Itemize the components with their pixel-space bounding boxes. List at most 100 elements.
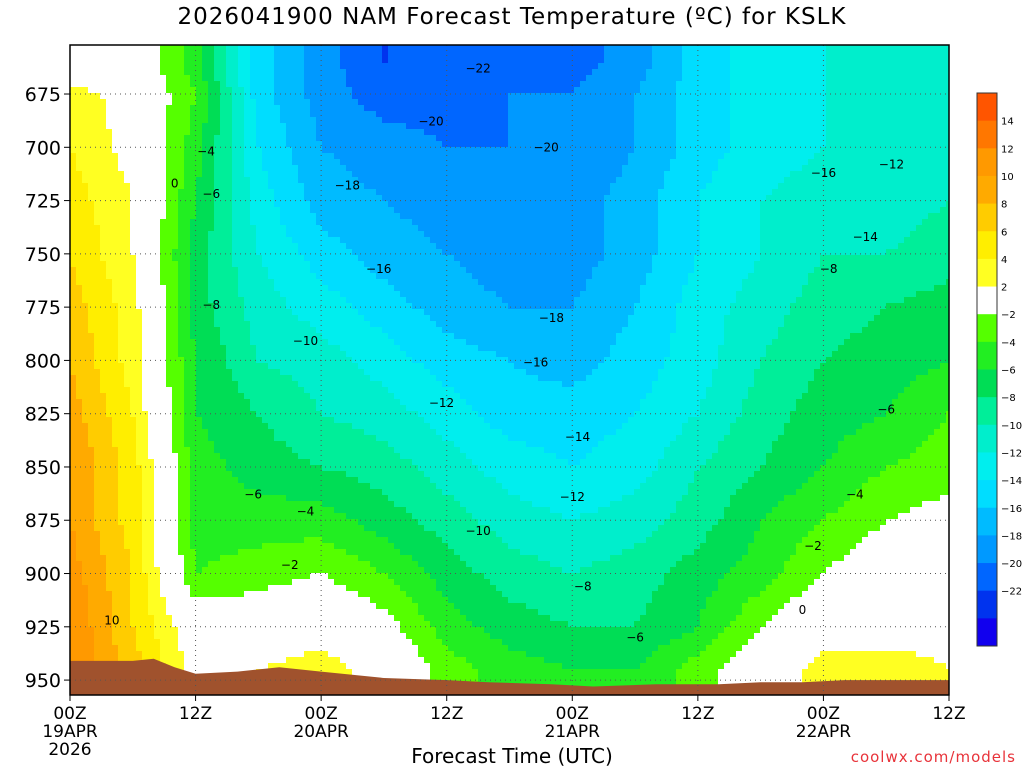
- x-tick-label: 00Z: [305, 704, 338, 724]
- contour-label: −12: [560, 490, 585, 504]
- x-tick-label: 21APR: [545, 722, 601, 742]
- colorbar-label: 14: [1001, 117, 1014, 128]
- colorbar-label: −20: [1001, 559, 1022, 570]
- y-tick-label: 900: [25, 564, 61, 586]
- contour-label: −4: [197, 145, 215, 159]
- colorbar-label: −2: [1001, 310, 1016, 321]
- colorbar-swatch: [977, 424, 997, 453]
- y-tick-label: 875: [25, 510, 61, 532]
- colorbar-label: −16: [1001, 504, 1022, 515]
- contour-label: −16: [523, 356, 548, 370]
- contour-label: −2: [804, 539, 822, 553]
- x-tick-label: 19APR: [42, 722, 98, 742]
- contour-label: −16: [811, 166, 836, 180]
- colorbar-swatch: [977, 535, 997, 564]
- colorbar-swatch: [977, 590, 997, 619]
- colorbar-swatch: [977, 563, 997, 592]
- y-tick-label: 800: [25, 350, 61, 372]
- colorbar-label: 10: [1001, 172, 1014, 183]
- contour-label: 0: [171, 177, 179, 191]
- x-tick-label: 20APR: [293, 722, 349, 742]
- colorbar-swatch: [977, 175, 997, 205]
- x-tick-label: 12Z: [681, 704, 714, 724]
- y-tick-label: 775: [25, 297, 61, 319]
- colorbar-swatch: [977, 258, 997, 288]
- contour-label: −6: [202, 187, 220, 201]
- contour-label: −8: [202, 298, 220, 312]
- colorbar-label: 12: [1001, 144, 1014, 155]
- y-tick-label: 675: [25, 84, 61, 106]
- y-tick-label: 850: [25, 457, 61, 479]
- x-tick-label: 12Z: [430, 704, 463, 724]
- x-tick-label: 2026: [48, 740, 91, 760]
- y-tick-label: 750: [25, 244, 61, 266]
- colorbar-label: −12: [1001, 448, 1022, 459]
- colorbar-label: −18: [1001, 531, 1022, 542]
- contour-label: −12: [429, 396, 454, 410]
- colorbar-label: 4: [1001, 255, 1007, 266]
- colorbar-label: −22: [1001, 587, 1022, 598]
- x-tick-label: 00Z: [53, 704, 86, 724]
- x-tick-label: 00Z: [556, 704, 589, 724]
- x-tick-label: 00Z: [807, 704, 840, 724]
- colorbar-label: −4: [1001, 338, 1016, 349]
- contour-label: −20: [533, 140, 558, 154]
- contour-label: −18: [539, 311, 564, 325]
- contour-label: 10: [104, 613, 119, 627]
- contour-label: −8: [820, 262, 838, 276]
- colorbar-swatch: [977, 369, 997, 398]
- colorbar-swatch: [977, 314, 997, 343]
- terrain: [70, 658, 949, 695]
- colorbar-swatch: [977, 203, 997, 232]
- colorbar-swatch: [977, 452, 997, 481]
- colorbar-label: −10: [1001, 421, 1022, 432]
- colorbar-swatch: [977, 93, 997, 122]
- x-axis-title: Forecast Time (UTC): [411, 744, 613, 768]
- y-tick-label: 950: [25, 670, 61, 692]
- contour-label: −16: [366, 262, 391, 276]
- contour-label: −8: [574, 579, 592, 593]
- contour-label: −4: [846, 488, 864, 502]
- x-tick-label: 12Z: [179, 704, 212, 724]
- y-tick-label: 925: [25, 617, 61, 639]
- colorbar-label: 6: [1001, 227, 1007, 238]
- contour-label: −10: [465, 524, 490, 538]
- colorbar-swatch: [977, 618, 997, 647]
- contour-label: −22: [465, 61, 490, 75]
- colorbar-swatch: [977, 148, 997, 177]
- chart-title: 2026041900 NAM Forecast Temperature (ºC)…: [177, 4, 847, 30]
- contour-label: −14: [565, 430, 590, 444]
- colorbar-swatch: [977, 286, 997, 315]
- x-tick-label: 12Z: [932, 704, 965, 724]
- contour-label: −6: [244, 488, 262, 502]
- colorbar-swatch: [977, 507, 997, 536]
- contour-label: −6: [626, 630, 644, 644]
- contour-label: 0: [799, 603, 807, 617]
- colorbar-swatch: [977, 231, 997, 260]
- contour-label: −2: [281, 558, 299, 572]
- source-credit: coolwx.com/models: [850, 748, 1016, 766]
- contour-label: −6: [877, 402, 895, 416]
- colorbar-frame: [976, 92, 998, 647]
- y-tick-label: 725: [25, 191, 61, 213]
- colorbar-swatch: [977, 341, 997, 370]
- colorbar-label: −6: [1001, 366, 1016, 377]
- colorbar-label: 8: [1001, 200, 1007, 211]
- colorbar-label: −14: [1001, 476, 1022, 487]
- contour-label: −14: [853, 230, 878, 244]
- y-tick-label: 700: [25, 137, 61, 159]
- contour-label: −10: [293, 334, 318, 348]
- colorbar-swatch: [977, 480, 997, 509]
- y-tick-label: 825: [25, 404, 61, 426]
- x-tick-label: 22APR: [796, 722, 852, 742]
- temperature-field: [70, 45, 949, 695]
- colorbar-label: −8: [1001, 393, 1016, 404]
- contour-label: −20: [418, 115, 443, 129]
- contour-label: −12: [879, 157, 904, 171]
- colorbar-swatch: [977, 120, 997, 149]
- contour-label: −18: [335, 179, 360, 193]
- plot-frame: [69, 44, 950, 696]
- colorbar-label: 2: [1001, 283, 1007, 294]
- contour-label: −4: [297, 505, 315, 519]
